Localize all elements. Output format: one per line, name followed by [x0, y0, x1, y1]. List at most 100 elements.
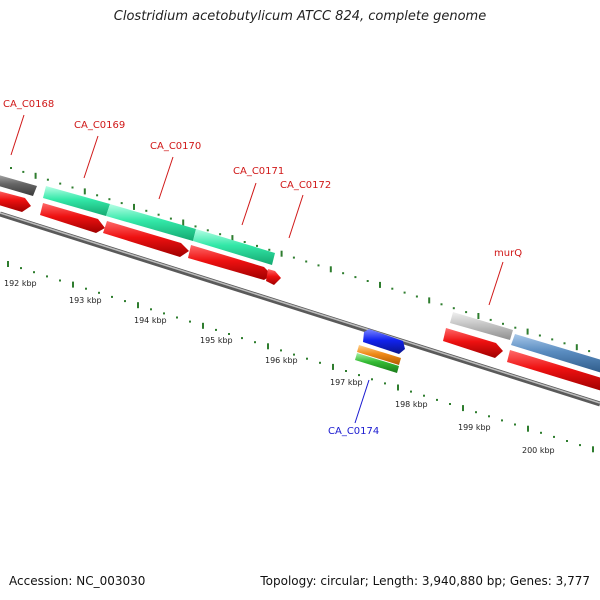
inner-minor-tick: [228, 333, 230, 335]
outer-minor-tick: [96, 194, 99, 197]
outer-minor-tick: [243, 241, 246, 243]
kbp-label-199: 199 kbp: [458, 423, 491, 432]
outer-minor-tick: [551, 338, 554, 341]
feature-CA_C0174-blue: [363, 329, 405, 354]
leader-CA_C0174: [354, 379, 370, 424]
inner-major-tick: [267, 343, 269, 350]
outer-minor-tick: [194, 225, 197, 228]
inner-minor-tick: [163, 312, 165, 315]
inner-minor-tick: [345, 370, 347, 372]
inner-minor-tick: [150, 308, 152, 311]
outer-minor-tick: [46, 178, 49, 181]
outer-minor-tick: [366, 280, 369, 282]
kbp-labels: 192 kbp 193 kbp 194 kbp 195 kbp 196 kbp …: [4, 279, 555, 455]
kbp-label-200: 200 kbp: [522, 446, 555, 455]
outer-minor-tick: [440, 303, 443, 306]
outer-major-tick: [329, 266, 332, 273]
outer-major-tick: [575, 344, 578, 351]
kbp-label-192: 192 kbp: [4, 279, 37, 288]
inner-minor-tick: [514, 423, 516, 426]
inner-minor-tick: [124, 300, 126, 303]
inner-minor-tick: [358, 374, 360, 377]
outer-minor-tick: [145, 209, 148, 212]
outer-major-tick: [477, 313, 480, 319]
outer-minor-tick: [391, 287, 394, 290]
outer-major-tick: [280, 250, 283, 257]
leader-CA_C0168: [10, 114, 25, 156]
inner-minor-tick: [59, 279, 61, 282]
arrow-CA_C0169: [40, 203, 105, 233]
inner-major-tick: [462, 405, 464, 412]
feature-CA_C0169-teal: [43, 186, 110, 216]
outer-minor-tick: [219, 233, 222, 236]
inner-minor-tick: [501, 419, 503, 422]
kbp-label-194: 194 kbp: [134, 316, 167, 325]
feature-upper-steelblue: [511, 334, 600, 373]
accession-text: Accession: NC_003030: [9, 574, 146, 588]
arrow-CA_C0168: [0, 191, 31, 212]
gene-leader-lines: [10, 114, 504, 424]
arrow-CA_C0172: [266, 269, 281, 285]
inner-minor-tick: [215, 328, 217, 331]
outer-minor-tick: [588, 350, 591, 353]
genome-backbone-highlight: [0, 212, 600, 404]
outer-major-tick: [379, 281, 381, 288]
inner-minor-tick: [254, 341, 256, 344]
outer-major-tick: [133, 203, 135, 210]
inner-minor-tick: [20, 267, 22, 270]
inner-minor-tick: [488, 415, 490, 418]
inner-minor-tick: [33, 271, 35, 274]
outer-minor-tick: [502, 322, 504, 325]
inner-minor-tick: [176, 316, 178, 319]
outer-major-tick: [83, 188, 86, 195]
inner-major-tick: [7, 261, 9, 267]
feature-lane-upper: [0, 175, 600, 373]
inner-minor-tick: [384, 382, 386, 385]
inner-minor-tick: [85, 287, 87, 290]
inner-minor-tick: [319, 361, 321, 364]
kbp-label-198: 198 kbp: [395, 400, 428, 409]
kbp-label-195: 195 kbp: [200, 336, 233, 345]
arrow-CA_C0171: [188, 245, 272, 280]
gene-label-CA_C0169: CA_C0169: [74, 120, 125, 131]
inner-minor-tick: [46, 275, 48, 278]
leader-CA_C0171: [241, 182, 257, 226]
feature-CA_C0174-green: [355, 353, 399, 373]
map-title: Clostridium acetobutylicum ATCC 824, com…: [113, 9, 487, 24]
inner-minor-tick: [449, 403, 451, 405]
arrow-murQ: [443, 328, 503, 358]
outer-major-tick: [34, 172, 37, 179]
outer-minor-tick: [563, 342, 566, 345]
inner-minor-tick: [371, 378, 373, 381]
outer-minor-tick: [206, 229, 209, 232]
gene-label-CA_C0168: CA_C0168: [3, 99, 54, 110]
gene-label-CA_C0174: CA_C0174: [328, 426, 379, 437]
feature-CA_C0171-teal: [193, 229, 275, 265]
inner-minor-tick: [579, 444, 581, 447]
outer-minor-tick: [268, 248, 271, 251]
outer-minor-tick: [120, 202, 123, 205]
inner-major-tick: [527, 425, 529, 432]
gene-label-CA_C0172: CA_C0172: [280, 180, 331, 191]
outer-minor-tick: [465, 311, 468, 314]
topology-text: Topology: circular; Length: 3,940,880 bp…: [260, 574, 590, 588]
gene-label-CA_C0171: CA_C0171: [233, 166, 284, 177]
outer-minor-tick: [256, 244, 258, 247]
outer-minor-tick: [415, 295, 418, 298]
feature-lane-inner: [355, 329, 405, 373]
inner-minor-tick: [436, 398, 438, 401]
leader-CA_C0169: [83, 135, 99, 179]
outer-minor-tick: [305, 260, 308, 263]
inner-minor-tick: [306, 357, 308, 360]
feature-CA_C0170-teal: [106, 204, 196, 241]
outer-minor-tick: [22, 170, 25, 173]
leader-CA_C0172: [288, 194, 304, 239]
feature-lane-lower: [0, 191, 600, 391]
outer-major-tick: [231, 235, 234, 242]
outer-minor-tick: [10, 167, 12, 169]
leader-CA_C0170: [158, 156, 174, 200]
gene-label-CA_C0170: CA_C0170: [150, 141, 201, 152]
inner-tick-track: [7, 261, 594, 453]
